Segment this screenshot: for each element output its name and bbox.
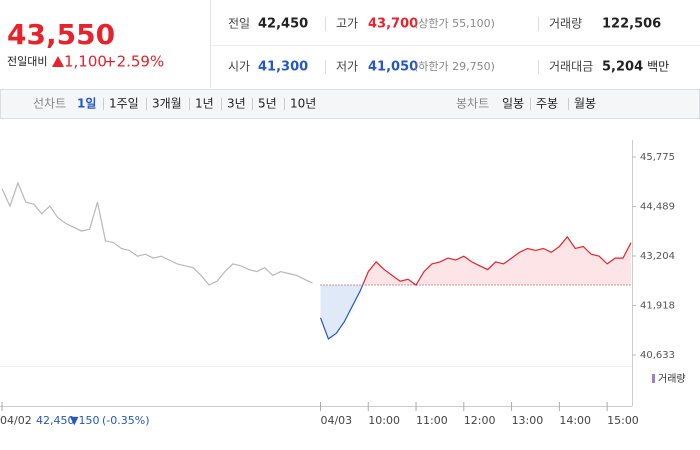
x-tick-label: 13:00 — [512, 414, 544, 427]
area-up — [362, 236, 631, 286]
footer-rate: (-0.35%) — [102, 414, 150, 427]
up-icon — [52, 56, 64, 67]
y-tick-label: 45,775 — [640, 152, 675, 163]
y-tick-label: 40,633 — [640, 350, 675, 361]
stat-unit: 백만 — [647, 60, 669, 74]
footer-change: ▼150 — [70, 414, 99, 427]
tab-label: 봉차트 — [456, 97, 489, 111]
tab[interactable]: 일봉 — [502, 97, 524, 111]
y-tick-label: 44,489 — [640, 202, 675, 213]
stat-value: 5,204 — [602, 60, 643, 75]
x-tick-label: 12:00 — [464, 414, 496, 427]
stat-value: 122,506 — [602, 17, 661, 32]
tabs: 선차트 1일 1주일 3개월 1년 3년 5년 10년 봉차트 일봉 주봉 월봉 — [33, 97, 596, 111]
x-tick-label: 11:00 — [416, 414, 448, 427]
stat-value: 41,050 — [368, 60, 418, 75]
tab[interactable]: 3개월 — [152, 97, 182, 111]
tab[interactable]: 월봉 — [574, 97, 596, 111]
stat-value: 41,300 — [258, 60, 308, 75]
tab-bar — [0, 89, 700, 119]
tab[interactable]: 주봉 — [536, 97, 558, 111]
area-down — [320, 285, 631, 339]
stat-note: (하한가 29,750) — [414, 59, 495, 73]
stat-label: 고가 — [336, 17, 358, 31]
footer-price: 42,450 — [36, 414, 75, 427]
tab[interactable]: 5년 — [258, 97, 277, 111]
volume-legend: 거래량 — [658, 373, 686, 385]
stats: 전일 42,450 고가 43,700(상한가 55,100) 거래량 122,506 시가… — [228, 17, 669, 75]
change-rate: +2.59% — [104, 53, 164, 71]
stat-value: 43,700 — [368, 17, 418, 32]
price: 43,550 — [7, 18, 115, 51]
tab[interactable]: 10년 — [290, 97, 316, 111]
y-tick-label: 43,204 — [640, 251, 675, 262]
stat-note: (상한가 55,100) — [414, 17, 495, 30]
tab-label: 선차트 — [33, 97, 66, 111]
stat-label: 전일 — [228, 17, 250, 31]
change-label: 전일대비 — [7, 54, 47, 68]
stat-label: 시가 — [228, 60, 250, 74]
change: 1,100 — [64, 53, 107, 71]
tab[interactable]: 3년 — [227, 97, 246, 111]
stat-value: 42,450 — [258, 17, 308, 32]
stat-label: 저가 — [336, 60, 358, 74]
price-line-up — [362, 235, 632, 286]
x-tick-label: 15:00 — [607, 414, 639, 427]
tab[interactable]: 1주일 — [109, 97, 139, 111]
x-tick-label: 10:00 — [368, 414, 400, 427]
stat-label: 거래량 — [549, 17, 582, 31]
stat-label: 거래대금 — [549, 60, 593, 74]
price-line — [1, 181, 313, 286]
tab[interactable]: 1일 — [77, 97, 96, 111]
x-tick-label: 14:00 — [559, 414, 591, 427]
y-tick-label: 41,918 — [640, 301, 675, 312]
tab[interactable]: 1년 — [195, 97, 214, 111]
volume-legend-icon — [652, 374, 655, 383]
x-tick-label: 04/02 — [0, 414, 32, 427]
x-tick-label: 04/03 — [320, 414, 352, 427]
